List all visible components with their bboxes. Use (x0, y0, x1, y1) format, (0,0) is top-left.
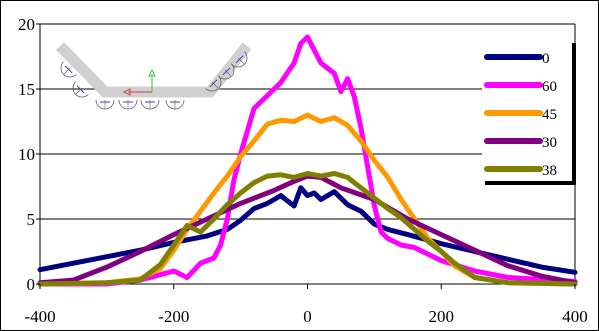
inset-sensor (231, 51, 248, 68)
y-tick-label: 5 (27, 210, 36, 229)
inset-sensor-line (224, 69, 232, 77)
inset-sensor-beam (76, 85, 85, 94)
inset-sensor (205, 75, 222, 92)
inset-sensor (72, 81, 89, 98)
legend-label-30: 30 (542, 135, 557, 151)
y-tick-label: 0 (27, 275, 36, 294)
y-tick-label: 15 (18, 80, 35, 99)
x-tick-label: -400 (24, 307, 55, 326)
y-axis-tick-labels: 0 5 10 15 20 (18, 15, 40, 294)
inset-sensor (165, 99, 185, 110)
inset-sensor-beam (235, 55, 244, 64)
legend-label-38: 38 (542, 163, 557, 179)
inset-sensor (95, 99, 115, 110)
inset-sensor (218, 63, 235, 80)
inset-sensor-line (63, 67, 71, 75)
inset-sensor-arc (231, 51, 248, 68)
legend: 0 60 45 30 38 (482, 43, 576, 185)
legend-label-0: 0 (542, 51, 550, 67)
inset-sensor (60, 61, 77, 78)
x-tick-label: 200 (429, 307, 455, 326)
legend-label-60: 60 (542, 79, 557, 95)
x-tick-label: 400 (562, 307, 588, 326)
inset-sensor (140, 99, 160, 110)
inset-sensor-arc (218, 63, 235, 80)
y-tick-label: 20 (18, 15, 35, 34)
inset-sensor-beam (222, 67, 231, 76)
inset-sensor-line (237, 57, 245, 65)
legend-label-45: 45 (542, 107, 557, 123)
sensor-array-diagram-icon (56, 42, 252, 110)
x-axis-tick-labels: -400 -200 0 200 400 (24, 284, 588, 326)
series-layer (37, 34, 578, 287)
inset-sensor (118, 99, 138, 110)
inset-sensor-arc (205, 75, 222, 92)
inset-axis-green-arrow (148, 68, 156, 77)
inset-sensor-line (211, 81, 219, 89)
inset-axis-red-arrow (122, 88, 131, 96)
inset-body-shape (56, 42, 252, 98)
x-tick-label: -200 (158, 307, 189, 326)
inset-sensor-beam (209, 79, 218, 88)
series-line-38 (37, 171, 578, 287)
inset-sensor-beam (64, 65, 73, 74)
x-tick-label: 0 (303, 307, 312, 326)
y-tick-label: 10 (18, 145, 35, 164)
series-line-60 (37, 34, 578, 287)
